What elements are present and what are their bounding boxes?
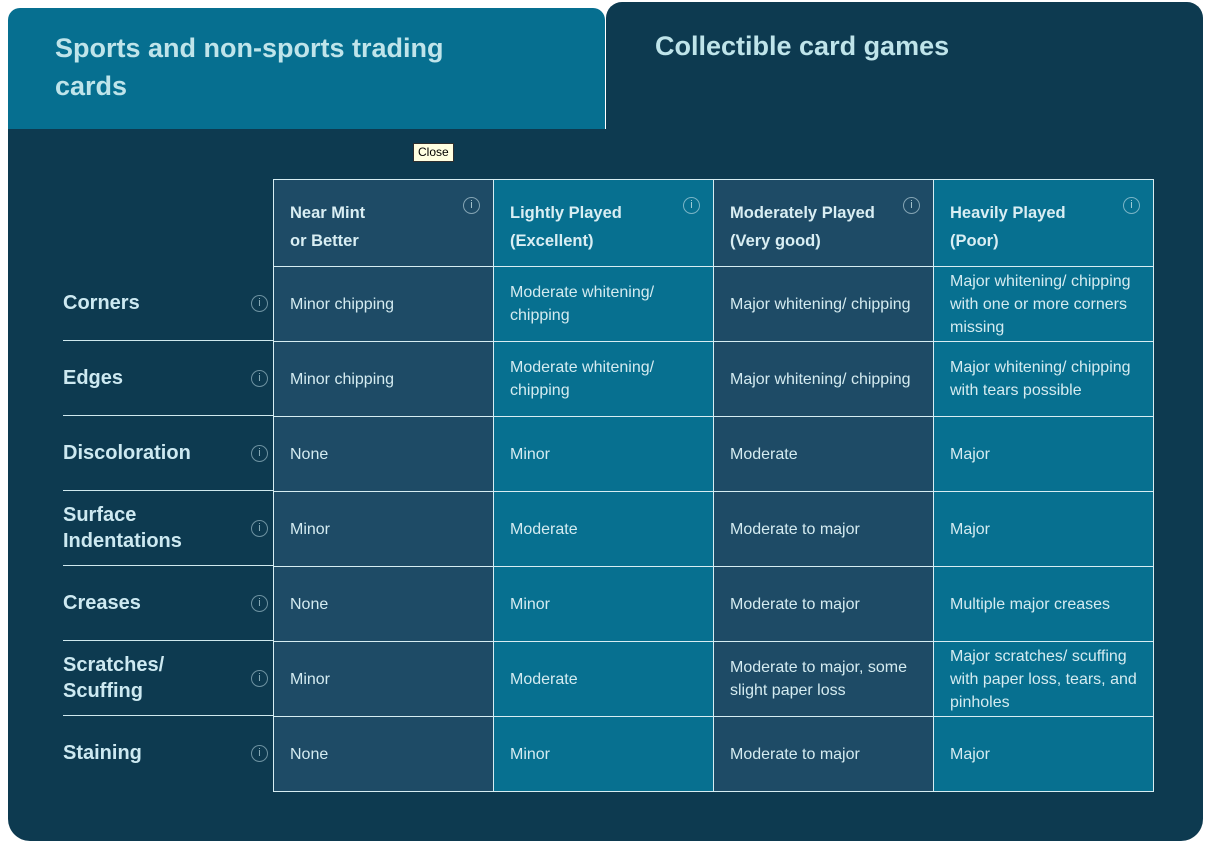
table-cell: Moderate to major, some slight paper los… (714, 642, 933, 716)
table-cell: Major whitening/ chipping with one or mo… (934, 267, 1153, 341)
row-label-text: Scratches/ Scuffing (63, 654, 165, 702)
table-cell: None (274, 567, 493, 641)
table-cell: Major whitening/ chipping (714, 267, 933, 341)
info-icon[interactable]: i (683, 197, 700, 214)
info-icon[interactable]: i (251, 744, 268, 762)
row-label-text: Staining (63, 742, 142, 764)
table-cell: Major whitening/ chipping (714, 342, 933, 416)
table-cell: Multiple major creases (934, 567, 1153, 641)
table-cell: Major scratches/ scuffing with paper los… (934, 642, 1153, 716)
column-header-title: Lightly Played (510, 204, 622, 222)
tab-sports-trading-cards[interactable]: Sports and non-sports trading cards (8, 8, 605, 129)
column-header-near-mint: Near Mint or Better i (274, 180, 493, 266)
info-icon[interactable]: i (251, 594, 268, 612)
info-icon[interactable]: i (251, 519, 268, 537)
row-label-text: Edges (63, 367, 124, 389)
table-cell: Moderate whitening/ chipping (494, 342, 713, 416)
column-header-heavily-played: Heavily Played (Poor) i (934, 180, 1153, 266)
table-cell: Major (934, 717, 1153, 791)
table-cell: Major whitening/ chipping with tears pos… (934, 342, 1153, 416)
table-cell: Moderate (494, 492, 713, 566)
table-cell: Moderate whitening/ chipping (494, 267, 713, 341)
row-label-text: Surface Indentations (63, 504, 182, 552)
info-icon[interactable]: i (251, 444, 268, 462)
row-label-scratches-scuffing: Scratches/ Scuffing i (63, 641, 280, 716)
table-cell: Minor (494, 417, 713, 491)
table-cell: Minor (494, 567, 713, 641)
column-header-subtitle: (Very good) (730, 232, 821, 250)
row-label-corners: Corners i (63, 266, 280, 341)
info-icon[interactable]: i (251, 669, 268, 687)
row-label-column: Corners i Edges i Discoloration i Surfac… (38, 179, 280, 790)
column-header-subtitle: (Poor) (950, 232, 999, 250)
row-label-creases: Creases i (63, 566, 280, 641)
tab-label: Collectible card games (655, 31, 950, 61)
table-cell: Minor chipping (274, 267, 493, 341)
info-icon[interactable]: i (251, 294, 268, 312)
table-cell: Major (934, 492, 1153, 566)
row-label-text: Discoloration (63, 442, 191, 464)
table-cell: Major (934, 417, 1153, 491)
column-header-title: Moderately Played (730, 204, 875, 222)
tab-label: Sports and non-sports trading cards (55, 33, 444, 101)
column-header-subtitle: or Better (290, 232, 359, 250)
row-label-edges: Edges i (63, 341, 280, 416)
table-cell: Minor (274, 642, 493, 716)
table-cell: Moderate to major (714, 717, 933, 791)
info-icon[interactable]: i (251, 369, 268, 387)
table-cell: Moderate to major (714, 567, 933, 641)
row-label-surface-indentations: Surface Indentations i (63, 491, 280, 566)
close-tooltip: Close (413, 143, 454, 162)
column-header-title: Heavily Played (950, 204, 1066, 222)
conditions-table: Near Mint or Better i Lightly Played (Ex… (273, 179, 1154, 792)
column-header-title: Near Mint (290, 204, 366, 222)
table-cell: Moderate (494, 642, 713, 716)
table-cell: Minor chipping (274, 342, 493, 416)
info-icon[interactable]: i (463, 197, 480, 214)
table-cell: Moderate (714, 417, 933, 491)
column-header-lightly-played: Lightly Played (Excellent) i (494, 180, 713, 266)
column-header-moderately-played: Moderately Played (Very good) i (714, 180, 933, 266)
row-label-staining: Staining i (63, 716, 280, 790)
label-header-spacer (38, 179, 280, 266)
table-cell: Minor (274, 492, 493, 566)
row-label-text: Corners (63, 292, 140, 314)
table-cell: Minor (494, 717, 713, 791)
table-cell: None (274, 717, 493, 791)
conditions-panel: Close Corners i Edges i Discoloration i … (8, 129, 1203, 841)
row-label-discoloration: Discoloration i (63, 416, 280, 491)
tab-collectible-card-games[interactable]: Collectible card games (606, 2, 1203, 129)
column-header-subtitle: (Excellent) (510, 232, 594, 250)
info-icon[interactable]: i (903, 197, 920, 214)
info-icon[interactable]: i (1123, 197, 1140, 214)
table-cell: Moderate to major (714, 492, 933, 566)
table-cell: None (274, 417, 493, 491)
row-label-text: Creases (63, 592, 141, 614)
